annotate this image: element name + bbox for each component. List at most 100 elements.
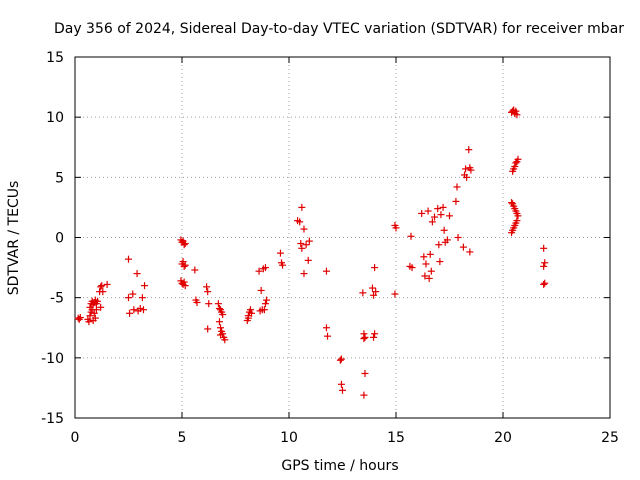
data-point (181, 261, 189, 269)
data-point (92, 306, 100, 314)
data-point (217, 324, 225, 332)
data-point (214, 300, 222, 308)
data-point (215, 304, 223, 312)
data-point (541, 259, 549, 267)
data-point (512, 159, 520, 167)
data-point (435, 241, 443, 249)
data-point (103, 280, 111, 288)
data-point (279, 261, 287, 269)
data-point (360, 335, 368, 343)
data-point (540, 262, 548, 270)
x-tick-label: 0 (71, 430, 80, 446)
data-point (322, 324, 330, 332)
x-tick-label: 25 (601, 430, 619, 446)
data-point (298, 203, 306, 211)
grid (75, 57, 610, 418)
data-point (462, 165, 470, 173)
data-point (508, 199, 516, 207)
data-point (248, 309, 256, 317)
x-tick-label: 10 (280, 430, 298, 446)
data-point (337, 355, 345, 363)
y-tick-label: 10 (46, 110, 64, 126)
data-point (305, 237, 313, 245)
data-point (296, 218, 304, 226)
data-point (93, 297, 101, 305)
data-point (463, 173, 471, 181)
data-point (361, 369, 369, 377)
data-point (540, 244, 548, 252)
data-point (203, 283, 211, 291)
data-point (298, 244, 306, 252)
data-point (426, 250, 434, 258)
data-point (97, 283, 105, 291)
data-point (139, 306, 147, 314)
data-point (191, 266, 199, 274)
data-point (125, 294, 132, 302)
data-point (129, 290, 137, 298)
data-point (91, 314, 99, 322)
data-point (85, 318, 93, 326)
data-point (459, 243, 467, 251)
data-point (359, 289, 367, 297)
data-point (370, 291, 378, 299)
data-point (276, 249, 284, 257)
data-point (466, 248, 474, 256)
data-point (130, 306, 138, 314)
x-tick-labels: 0 5 10 15 20 25 (71, 430, 619, 446)
data-point (427, 267, 435, 275)
data-point (90, 309, 98, 317)
data-point (263, 296, 271, 304)
data-point (514, 155, 522, 163)
data-point (215, 318, 223, 326)
data-point (339, 386, 346, 394)
data-point (418, 209, 426, 217)
data-point (421, 272, 429, 280)
data-point (372, 288, 380, 296)
x-tick-label: 5 (178, 430, 187, 446)
data-point (322, 267, 330, 275)
data-point (193, 298, 201, 306)
data-point (300, 225, 308, 233)
data-point (205, 300, 213, 308)
y-axis-label: SDTVAR / TECUs (6, 181, 22, 296)
data-point (420, 253, 428, 261)
data-point (204, 325, 212, 333)
data-point (141, 282, 149, 290)
data-point (297, 240, 305, 248)
data-point (453, 183, 461, 191)
data-point (126, 309, 134, 317)
x-tick-label: 20 (494, 430, 512, 446)
data-point (75, 315, 83, 323)
y-tick-label: -10 (41, 351, 64, 367)
data-point (541, 279, 549, 287)
data-point (467, 166, 475, 174)
data-point (407, 232, 415, 240)
data-point (408, 264, 416, 272)
data-point (436, 258, 444, 266)
data-point (371, 264, 379, 272)
x-tick-label: 15 (387, 430, 405, 446)
y-tick-label: -15 (41, 411, 64, 427)
y-tick-labels: -15 -10 -5 0 5 10 15 (41, 50, 64, 427)
data-point (465, 146, 473, 154)
data-point (97, 303, 105, 311)
data-point (422, 260, 430, 268)
data-point (434, 205, 442, 213)
data-point (324, 332, 332, 340)
y-tick-label: -5 (50, 291, 64, 307)
data-point (86, 312, 94, 320)
data-point (255, 267, 263, 275)
data-point (179, 258, 187, 266)
data-point (424, 207, 432, 215)
data-point (336, 356, 344, 364)
data-point (439, 203, 447, 211)
data-point (217, 331, 225, 339)
data-point (302, 241, 310, 249)
data-point (244, 314, 252, 322)
data-point (304, 256, 312, 264)
data-point (337, 380, 345, 388)
data-point (371, 330, 379, 338)
data-point (133, 270, 141, 278)
data-point (370, 333, 378, 341)
data-point (181, 240, 189, 248)
